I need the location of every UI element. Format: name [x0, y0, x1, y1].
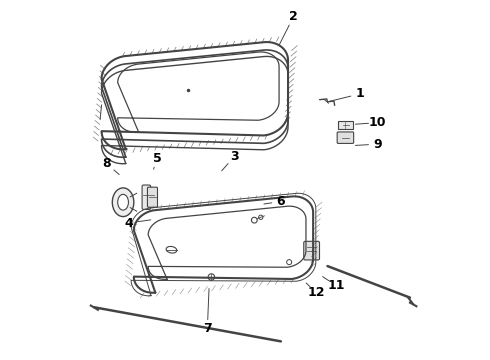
Ellipse shape [118, 194, 128, 210]
FancyBboxPatch shape [142, 185, 151, 210]
FancyBboxPatch shape [338, 121, 353, 130]
Text: 11: 11 [328, 279, 345, 292]
Text: 8: 8 [102, 157, 111, 170]
FancyBboxPatch shape [304, 241, 319, 260]
Text: 1: 1 [355, 87, 364, 100]
Text: 10: 10 [369, 116, 387, 129]
Text: 2: 2 [289, 10, 298, 23]
Text: 9: 9 [373, 138, 382, 150]
Text: 5: 5 [153, 152, 162, 165]
Text: 4: 4 [124, 216, 133, 230]
Text: 12: 12 [308, 287, 325, 300]
Text: 6: 6 [276, 195, 285, 208]
Text: 7: 7 [203, 322, 212, 335]
FancyBboxPatch shape [337, 132, 354, 143]
Text: 3: 3 [230, 150, 239, 163]
Ellipse shape [112, 188, 134, 217]
FancyBboxPatch shape [147, 187, 157, 207]
